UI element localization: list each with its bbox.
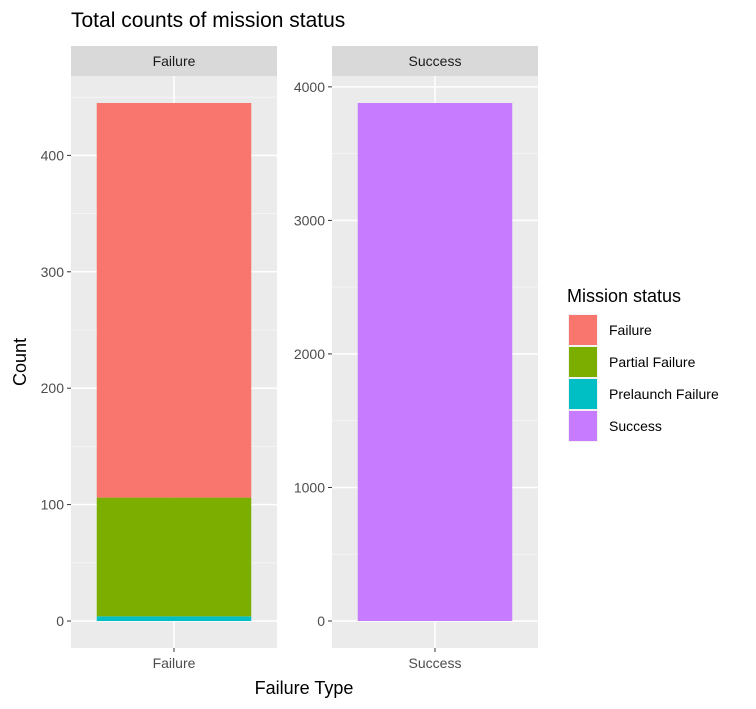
facet-panel-1: Success 0 1000 2000 3000 4000 Success	[294, 46, 538, 671]
legend-swatch	[569, 379, 597, 409]
y-tick-label: 4000	[294, 79, 325, 95]
x-tick-label: Failure	[153, 655, 196, 671]
bar-segment-success	[357, 103, 513, 621]
legend-item-success: Success	[568, 410, 662, 442]
legend-swatch	[569, 347, 597, 377]
legend-label: Partial Failure	[609, 354, 696, 370]
legend: Mission status Failure Partial Failure Pre…	[567, 286, 719, 442]
facet-strip	[332, 46, 538, 76]
facet-panel-0: Failure 0 100 200 300 400 Failure	[41, 46, 277, 671]
y-tick-label: 2000	[294, 346, 325, 362]
facet-strip-label: Failure	[153, 53, 196, 69]
legend-label: Failure	[609, 322, 652, 338]
legend-swatch	[569, 315, 597, 345]
y-tick-label: 400	[41, 147, 65, 163]
y-tick-label: 0	[317, 613, 325, 629]
legend-item-failure: Failure	[568, 314, 652, 346]
y-tick-label: 200	[41, 380, 65, 396]
y-tick-label: 0	[56, 613, 64, 629]
y-tick-label: 100	[41, 497, 65, 513]
facet-strip-label: Success	[409, 53, 462, 69]
facet-panels: Failure 0 100 200 300 400 Failure Success 0 1000 2…	[41, 46, 538, 671]
y-axis-title: Count	[10, 338, 30, 386]
y-tick-label: 3000	[294, 212, 325, 228]
bar-segment-partial-failure	[96, 497, 252, 617]
x-tick-label: Success	[409, 655, 462, 671]
bar-segment-prelaunch-failure	[96, 616, 252, 621]
y-tick-label: 1000	[294, 479, 325, 495]
legend-label: Prelaunch Failure	[609, 386, 719, 402]
bar-segment-failure	[96, 103, 252, 498]
legend-label: Success	[609, 418, 662, 434]
legend-item-prelaunch-failure: Prelaunch Failure	[568, 378, 719, 410]
legend-swatch	[569, 411, 597, 441]
legend-item-partial-failure: Partial Failure	[568, 346, 696, 378]
facet-strip	[71, 46, 277, 76]
chart-title: Total counts of mission status	[71, 9, 345, 32]
y-tick-label: 300	[41, 264, 65, 280]
x-axis-title: Failure Type	[255, 678, 354, 698]
legend-title: Mission status	[567, 286, 681, 306]
